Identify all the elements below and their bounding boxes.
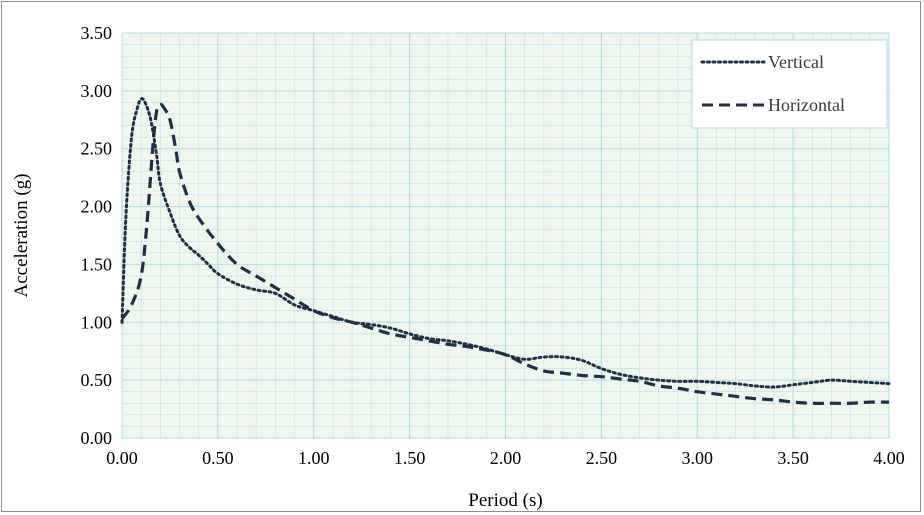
x-axis-title: Period (s) — [468, 490, 542, 511]
series-line-horizontal — [120, 103, 890, 405]
x-tick-label: 1.50 — [394, 448, 426, 468]
x-tick-label: 2.00 — [490, 448, 522, 468]
x-tick-label: 0.50 — [202, 448, 234, 468]
x-tick-label: 3.00 — [682, 448, 714, 468]
y-tick-label: 3.50 — [81, 23, 113, 43]
x-tick-label: 1.00 — [298, 448, 330, 468]
legend-label-horizontal: Horizontal — [768, 95, 845, 115]
legend-label-vertical: Vertical — [768, 52, 824, 72]
y-tick-labels: 0.00 0.50 1.00 1.50 2.00 2.50 3.00 3.50 — [81, 23, 113, 448]
y-tick-label: 1.50 — [81, 254, 113, 274]
x-tick-label: 4.00 — [873, 448, 905, 468]
series-layer — [120, 97, 891, 405]
x-tick-label: 0.00 — [106, 448, 138, 468]
x-tick-label: 2.50 — [586, 448, 618, 468]
y-tick-label: 1.00 — [81, 312, 113, 332]
series-line-vertical — [120, 97, 891, 389]
y-tick-label: 2.00 — [81, 197, 113, 217]
y-axis-title: Acceleration (g) — [11, 174, 32, 298]
y-tick-label: 0.00 — [81, 428, 113, 448]
y-tick-label: 0.50 — [81, 370, 113, 390]
plot-border — [121, 32, 890, 439]
legend: Vertical Horizontal — [691, 39, 888, 129]
x-tick-labels: 0.00 0.50 1.00 1.50 2.00 2.50 3.00 3.50 4.00 — [106, 448, 905, 468]
legend-box — [691, 39, 888, 129]
y-tick-label: 3.00 — [81, 81, 113, 101]
x-tick-label: 3.50 — [777, 448, 809, 468]
y-tick-label: 2.50 — [81, 139, 113, 159]
